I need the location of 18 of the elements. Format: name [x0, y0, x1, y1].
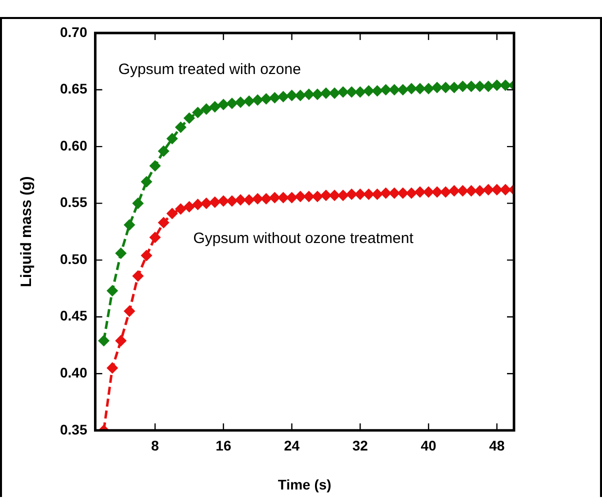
x-tick-label: 40 — [420, 438, 437, 454]
y-tick-label: 0.35 — [60, 421, 88, 438]
y-tick-label: 0.45 — [60, 308, 88, 324]
x-tick-label: 32 — [352, 438, 368, 454]
y-tick-label: 0.60 — [60, 137, 88, 154]
x-tick-label: 48 — [489, 438, 505, 454]
y-tick-label: 0.55 — [60, 194, 88, 210]
x-tick-label: 8 — [151, 438, 160, 454]
y-tick-label: 0.65 — [60, 80, 88, 97]
x-tick-label: 24 — [284, 438, 300, 454]
y-tick-label: 0.40 — [60, 364, 88, 380]
series-label: Gypsum treated with ozone — [118, 61, 301, 78]
y-axis-title: Liquid mass (g) — [18, 176, 36, 288]
x-axis-title: Time (s) — [278, 476, 332, 492]
x-tick-label: 16 — [216, 438, 232, 454]
y-tick-label: 0.70 — [60, 24, 88, 40]
y-tick-label: 0.50 — [60, 250, 88, 267]
series-label: Gypsum without ozone treatment — [193, 230, 414, 247]
